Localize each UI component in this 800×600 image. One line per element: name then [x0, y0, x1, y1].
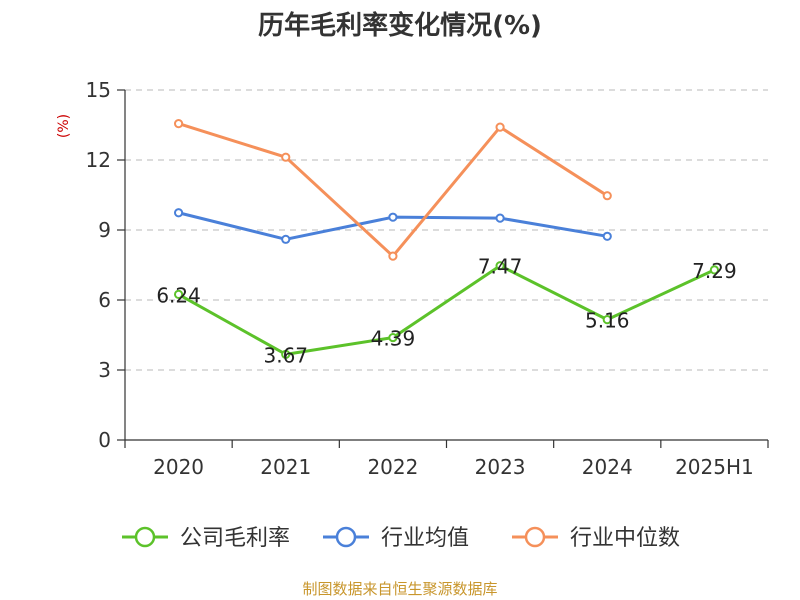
series-layer — [173, 119, 720, 359]
data-label-2023: 7.47 — [478, 255, 523, 279]
source-note: 制图数据来自恒生聚源数据库 — [302, 580, 497, 598]
x-tick-label-2021: 2021 — [260, 455, 311, 479]
legend-item-0[interactable]: 公司毛利率 — [122, 526, 290, 551]
legend-label-0: 公司毛利率 — [180, 526, 290, 551]
point-1-2022[interactable] — [388, 212, 398, 222]
point-2-2023[interactable] — [495, 122, 505, 132]
chart-title: 历年毛利率变化情况(%) — [258, 10, 542, 41]
y-tick-label-12: 12 — [86, 148, 111, 172]
legend-item-1[interactable]: 行业均值 — [323, 526, 469, 551]
point-1-2023[interactable] — [495, 213, 505, 223]
x-tick-label-2020: 2020 — [153, 455, 204, 479]
y-tick-label-3: 3 — [98, 358, 111, 382]
point-1-2021[interactable] — [281, 234, 291, 244]
data-label-2022: 4.39 — [371, 327, 416, 351]
y-axis-label: (%) — [56, 114, 72, 138]
data-label-2025H1: 7.29 — [692, 259, 737, 283]
y-tick-label-0: 0 — [98, 428, 111, 452]
series-line-0 — [177, 264, 716, 356]
grid-lines — [125, 89, 768, 371]
point-0-2023[interactable] — [495, 261, 505, 271]
legend-marker-0 — [134, 526, 156, 548]
legend[interactable]: 公司毛利率 行业均值 行业中位数 — [122, 526, 680, 551]
legend-item-2[interactable]: 行业中位数 — [512, 526, 680, 551]
point-0-2025H1[interactable] — [709, 265, 720, 275]
point-2-2024[interactable] — [602, 191, 612, 201]
data-label-2024: 5.16 — [585, 309, 630, 333]
data-label-2020: 6.24 — [156, 283, 201, 307]
legend-label-2: 行业中位数 — [570, 526, 680, 551]
point-0-2024[interactable] — [602, 315, 612, 325]
y-tick-label-9: 9 — [98, 218, 111, 242]
x-tick-label-2022: 2022 — [367, 455, 418, 479]
legend-marker-1 — [335, 526, 357, 548]
legend-label-1: 行业均值 — [381, 526, 469, 551]
axes: 0 3 6 9 12 15 2020 2021 2022 2023 2024 2025H1 — [86, 78, 769, 479]
series-line-2 — [178, 122, 609, 258]
y-tick-label-15: 15 — [86, 78, 111, 102]
x-tick-label-2024: 2024 — [582, 455, 633, 479]
point-0-2022[interactable] — [388, 332, 398, 343]
point-2-2022[interactable] — [388, 251, 398, 261]
x-tick-label-2023: 2023 — [475, 455, 526, 479]
point-1-2024[interactable] — [602, 231, 612, 241]
data-labels: 6.24 3.67 4.39 7.47 5.16 7.29 — [156, 255, 736, 368]
x-tick-label-2025H1: 2025H1 — [675, 455, 754, 479]
legend-marker-2 — [524, 526, 546, 548]
y-tick-label-6: 6 — [98, 288, 111, 312]
point-0-2020[interactable] — [173, 289, 184, 299]
point-2-2021[interactable] — [281, 152, 291, 162]
point-2-2020[interactable] — [173, 119, 184, 129]
data-label-2021: 3.67 — [263, 343, 308, 367]
point-1-2020[interactable] — [173, 208, 184, 218]
point-0-2021[interactable] — [281, 349, 291, 359]
